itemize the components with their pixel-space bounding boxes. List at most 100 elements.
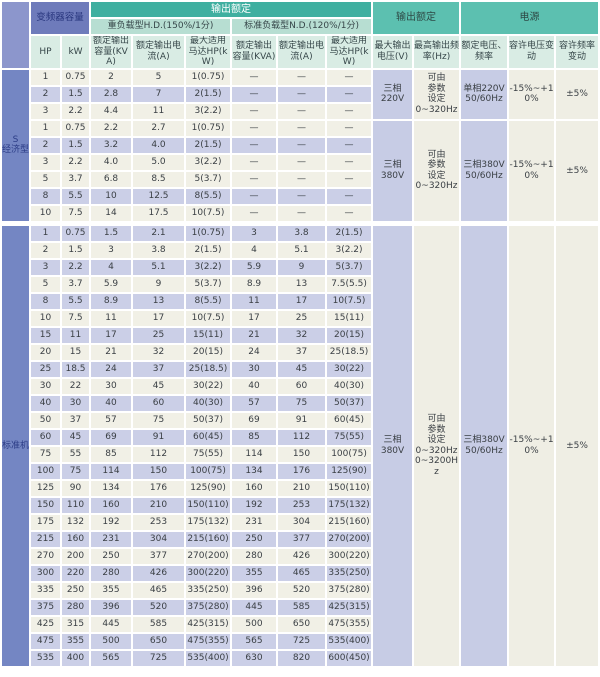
table-row: 150 110 160 210 150(110) 192 253 175(132) [2,497,598,513]
cell-hd-kva: 3.2 [91,137,132,153]
cell-hd-motor: 25(18.5) [186,361,231,377]
cell-nd-motor: 10(7.5) [327,293,372,309]
cell-kw: 2.2 [62,154,90,170]
cell-nd-kva: 355 [232,565,277,581]
table-row: 20 15 21 32 20(15) 24 37 25(18.5) [2,344,598,360]
cell-nd-current: — [278,205,326,221]
cell-nd-motor: — [327,103,372,119]
cell-nd-current: 465 [278,565,326,581]
cell-hd-current: 25 [133,327,185,343]
cell-kw: 55 [62,446,90,462]
cell-hp: 2 [31,86,60,102]
cell-hd-kva: 69 [91,429,132,445]
cell-max-freq: 可由 参数 设定 0~320Hz [414,120,460,221]
cell-hd-kva: 14 [91,205,132,221]
cell-freq-tolerance: ±5% [556,120,599,221]
cell-hp: 8 [31,293,60,309]
cell-hd-motor: 425(315) [186,616,231,632]
cell-nd-kva: — [232,154,277,170]
cell-hd-current: 32 [133,344,185,360]
cell-nd-motor: 215(160) [327,514,372,530]
table-row: 475 355 500 650 475(355) 565 725 535(400) [2,633,598,649]
cell-hp: 335 [31,582,60,598]
cell-hd-kva: 114 [91,463,132,479]
cell-hd-motor: 1(0.75) [186,69,231,85]
table-row: 100 75 114 150 100(75) 134 176 125(90) [2,463,598,479]
cell-hd-current: 112 [133,446,185,462]
col-header-max-voltage: 最大输出电压(V) [373,36,413,68]
cell-nd-current: 210 [278,480,326,496]
cell-hd-motor: 375(280) [186,599,231,615]
cell-nd-motor: — [327,188,372,204]
cell-nd-motor: 150(110) [327,480,372,496]
cell-supply: 三相380V 50/60Hz [461,225,508,666]
cell-nd-motor: — [327,120,372,136]
cell-hd-kva: 8.9 [91,293,132,309]
cell-nd-current: — [278,86,326,102]
cell-hp: 375 [31,599,60,615]
col-header-voltage-tolerance: 容许电压变动 [509,36,555,68]
table-row: 3 2.2 4 5.1 3(2.2) 5.9 9 5(3.7) [2,259,598,275]
cell-hd-motor: 270(200) [186,548,231,564]
cell-kw: 355 [62,633,90,649]
cell-hp: 10 [31,310,60,326]
cell-hd-current: 3.8 [133,242,185,258]
cell-hd-motor: 2(1.5) [186,137,231,153]
cell-hp: 125 [31,480,60,496]
cell-nd-current: 5.1 [278,242,326,258]
cell-nd-kva: 11 [232,293,277,309]
cell-voltage-tolerance: -15%~+10% [509,69,555,119]
cell-hp: 40 [31,395,60,411]
cell-nd-kva: 396 [232,582,277,598]
cell-hd-kva: 3 [91,242,132,258]
cell-hd-current: 253 [133,514,185,530]
cell-nd-kva: 250 [232,531,277,547]
col-header-hp: HP [31,36,60,68]
cell-kw: 7.5 [62,205,90,221]
cell-nd-kva: — [232,188,277,204]
cell-hd-motor: 300(220) [186,565,231,581]
header-output-rating-center: 输出额定 [91,2,372,17]
header-output-rating-right: 输出额定 [373,2,460,34]
col-header-freq-tolerance: 容许频率变动 [556,36,599,68]
cell-hd-kva: 134 [91,480,132,496]
cell-hp: 8 [31,188,60,204]
cell-hd-kva: 2.8 [91,86,132,102]
cell-nd-current: — [278,69,326,85]
cell-nd-kva: 3 [232,225,277,241]
table-row: 5 3.7 5.9 9 5(3.7) 8.9 13 7.5(5.5) [2,276,598,292]
cell-hd-kva: 24 [91,361,132,377]
cell-nd-current: 75 [278,395,326,411]
cell-hd-current: 176 [133,480,185,496]
cell-nd-kva: 192 [232,497,277,513]
cell-kw: 90 [62,480,90,496]
cell-voltage-tolerance: -15%~+10% [509,120,555,221]
cell-nd-current: 585 [278,599,326,615]
cell-hd-kva: 4.0 [91,154,132,170]
table-row: 2 1.5 3 3.8 2(1.5) 4 5.1 3(2.2) [2,242,598,258]
table-row: 8 5.5 10 12.5 8(5.5) — — — [2,188,598,204]
cell-kw: 315 [62,616,90,632]
cell-hd-current: 210 [133,497,185,513]
cell-hd-current: 520 [133,599,185,615]
cell-hd-current: 725 [133,650,185,666]
cell-nd-kva: 17 [232,310,277,326]
cell-nd-current: — [278,103,326,119]
cell-hd-motor: 215(160) [186,531,231,547]
cell-kw: 7.5 [62,310,90,326]
cell-nd-motor: — [327,137,372,153]
cell-nd-motor: 30(22) [327,361,372,377]
cell-nd-motor: — [327,86,372,102]
cell-hp: 75 [31,446,60,462]
cell-hp: 270 [31,548,60,564]
cell-hd-current: 304 [133,531,185,547]
cell-hd-motor: 175(132) [186,514,231,530]
cell-nd-kva: — [232,103,277,119]
cell-hd-motor: 75(55) [186,446,231,462]
table-row: 10 7.5 14 17.5 10(7.5) — — — [2,205,598,221]
table-row: 8 5.5 8.9 13 8(5.5) 11 17 10(7.5) [2,293,598,309]
cell-kw: 0.75 [62,225,90,241]
cell-kw: 250 [62,582,90,598]
cell-nd-motor: 25(18.5) [327,344,372,360]
col-header-nd-kva: 额定输出容量(KVA) [232,36,277,68]
